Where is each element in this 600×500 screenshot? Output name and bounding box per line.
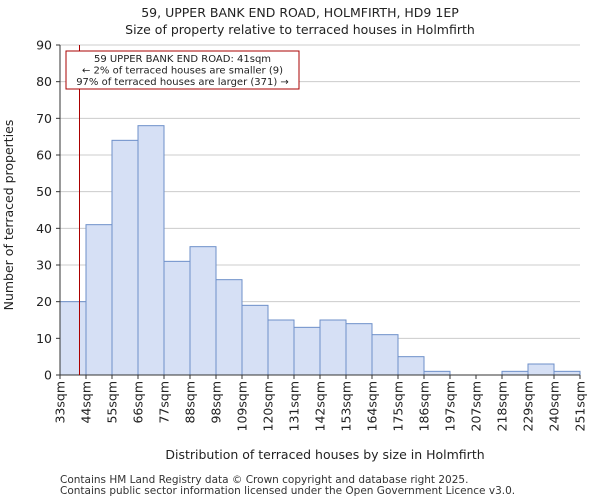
marker-layer: 59 UPPER BANK END ROAD: 41sqm← 2% of ter… xyxy=(65,45,300,375)
x-tick-label: 207sqm xyxy=(469,381,484,431)
bar xyxy=(163,260,191,376)
bar xyxy=(189,246,217,376)
bar xyxy=(267,319,295,376)
x-tick-label: 175sqm xyxy=(391,381,406,431)
y-tick-label: 90 xyxy=(36,38,52,53)
bar xyxy=(59,301,87,376)
x-tick-label: 131sqm xyxy=(287,381,302,431)
footer-line-1: Contains HM Land Registry data © Crown c… xyxy=(60,474,469,486)
y-tick-label: 60 xyxy=(36,148,52,163)
y-tick-label: 80 xyxy=(36,74,52,89)
x-tick-label: 44sqm xyxy=(79,381,94,424)
x-tick-label: 229sqm xyxy=(521,381,536,431)
y-tick-label: 30 xyxy=(36,258,52,273)
chart-title: 59, UPPER BANK END ROAD, HOLMFIRTH, HD9 … xyxy=(141,5,459,20)
annotation-line: 59 UPPER BANK END ROAD: 41sqm xyxy=(94,54,271,65)
x-tick-label: 55sqm xyxy=(105,381,120,424)
annotation-line: 97% of terraced houses are larger (371) … xyxy=(76,77,289,88)
x-tick-label: 186sqm xyxy=(417,381,432,431)
bars-layer xyxy=(59,125,581,376)
y-axis-label: Number of terraced properties xyxy=(1,120,16,311)
footer-line-2: Contains public sector information licen… xyxy=(60,485,516,497)
y-tick-label: 40 xyxy=(36,221,52,236)
bar xyxy=(501,370,529,376)
x-tick-label: 240sqm xyxy=(547,381,562,431)
y-tick-label: 70 xyxy=(36,111,52,126)
y-tick-label: 50 xyxy=(36,184,52,199)
bar xyxy=(137,125,165,376)
bar xyxy=(111,139,139,376)
x-tick-label: 66sqm xyxy=(131,381,146,424)
x-tick-label: 109sqm xyxy=(235,381,250,431)
bar xyxy=(371,334,399,376)
bar xyxy=(241,304,269,376)
x-tick-label: 88sqm xyxy=(183,381,198,424)
annotation-box xyxy=(65,50,300,90)
bar xyxy=(85,224,113,376)
x-tick-label: 197sqm xyxy=(443,381,458,431)
bar xyxy=(423,370,451,376)
bar xyxy=(345,323,373,376)
bar xyxy=(527,363,555,376)
y-tick-label: 20 xyxy=(36,294,52,309)
x-tick-label: 142sqm xyxy=(313,381,328,431)
bar xyxy=(319,319,347,376)
x-tick-label: 251sqm xyxy=(573,381,588,431)
x-tick-label: 120sqm xyxy=(261,381,276,431)
x-tick-label: 98sqm xyxy=(209,381,224,424)
x-tick-label: 33sqm xyxy=(53,381,68,424)
chart-subtitle: Size of property relative to terraced ho… xyxy=(125,22,475,37)
x-tick-label: 77sqm xyxy=(157,381,172,424)
bar xyxy=(293,326,321,376)
axis-layer: 0 10 20 30 40 50 60 70 80 90 33sqm 44sqm 55sqm 66sqm 7… xyxy=(36,38,587,432)
x-tick-label: 164sqm xyxy=(365,381,380,431)
bar xyxy=(397,356,425,376)
bar xyxy=(553,370,581,376)
annotation-line: ← 2% of terraced houses are smaller (9) xyxy=(82,66,283,77)
x-tick-label: 153sqm xyxy=(339,381,354,431)
bar xyxy=(215,279,243,376)
x-axis-label: Distribution of terraced houses by size … xyxy=(165,447,484,462)
y-tick-label: 0 xyxy=(44,368,52,383)
x-tick-label: 218sqm xyxy=(495,381,510,431)
y-tick-label: 10 xyxy=(36,331,52,346)
